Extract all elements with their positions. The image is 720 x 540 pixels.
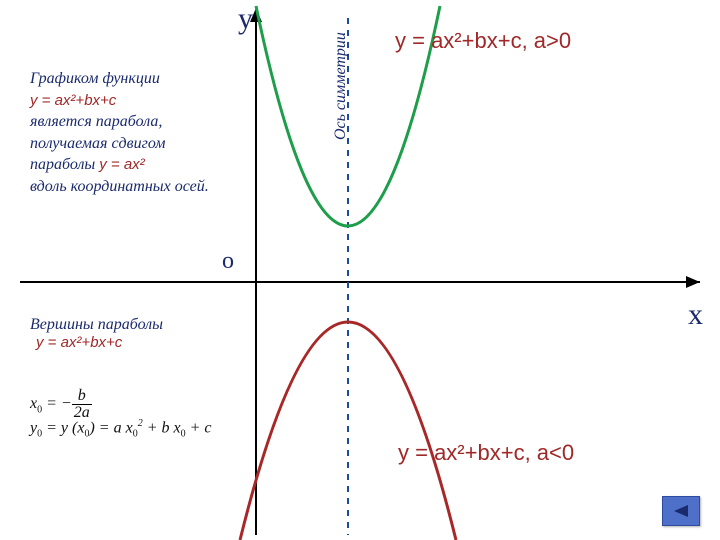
formula-y0: y0 = y (x0) = a x02 + b x0 + c	[30, 418, 212, 440]
x-axis-label: x	[688, 298, 703, 332]
triangle-left-icon	[672, 504, 690, 518]
symmetry-axis-label: Ось симметрии	[332, 32, 350, 140]
vertex-note-text: Вершины параболы	[30, 316, 163, 333]
desc-line3: вдоль координатных осей.	[30, 178, 209, 195]
vertex-note: Вершины параболы y = ax²+bx+c	[30, 316, 163, 352]
y-axis-label: y	[238, 2, 253, 36]
desc-eq2: y = ax²	[99, 156, 144, 173]
x-axis	[20, 276, 700, 288]
desc-eq1: y = ax²+bx+c	[30, 92, 116, 109]
desc-line1: Графиком функции	[30, 70, 160, 87]
desc-line2: является парабола, получаемая сдвигом па…	[30, 113, 165, 173]
y-axis	[250, 8, 262, 535]
origin-label: о	[222, 248, 234, 275]
parabola-down-equation: y = ax²+bx+c, a<0	[398, 440, 574, 466]
formula-x0: x0 = − b 2a	[30, 388, 92, 421]
nav-prev-button[interactable]	[662, 496, 700, 526]
figure-stage: y x о Ось симметрии y = ax²+bx+c, a>0 y …	[0, 0, 720, 540]
description-text: Графиком функции y = ax²+bx+c является п…	[30, 68, 230, 198]
parabola-up-equation: y = ax²+bx+c, a>0	[395, 28, 571, 54]
vertex-note-eq: y = ax²+bx+c	[36, 334, 122, 351]
